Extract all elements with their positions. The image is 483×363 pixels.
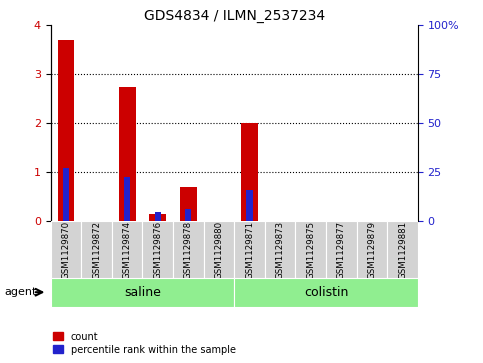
Bar (119, 87, 136, 221)
Text: GSM1129877: GSM1129877 (337, 220, 346, 279)
Bar (51, 278, 234, 307)
Bar (356, 221, 387, 278)
Bar (180, 187, 197, 221)
Bar (241, 123, 258, 221)
Bar (246, 189, 253, 221)
Text: GSM1129879: GSM1129879 (368, 221, 376, 278)
Bar (142, 221, 173, 278)
Text: GSM1129873: GSM1129873 (276, 220, 284, 279)
Bar (204, 221, 234, 278)
Legend: count, percentile rank within the sample: count, percentile rank within the sample (53, 331, 236, 355)
Text: GSM1129881: GSM1129881 (398, 220, 407, 279)
Bar (112, 221, 142, 278)
Bar (234, 278, 418, 307)
Bar (51, 221, 81, 278)
Bar (265, 221, 296, 278)
Bar (149, 214, 166, 221)
Bar (155, 212, 161, 221)
Text: GSM1129878: GSM1129878 (184, 220, 193, 279)
Bar (57, 40, 74, 221)
Text: saline: saline (124, 286, 161, 299)
Bar (63, 167, 69, 221)
Text: GSM1129876: GSM1129876 (153, 220, 162, 279)
Text: GSM1129874: GSM1129874 (123, 220, 132, 279)
Text: GSM1129871: GSM1129871 (245, 220, 254, 279)
Title: GDS4834 / ILMN_2537234: GDS4834 / ILMN_2537234 (144, 9, 325, 23)
Bar (387, 221, 418, 278)
Bar (185, 209, 191, 221)
Text: colistin: colistin (304, 286, 348, 299)
Bar (81, 221, 112, 278)
Bar (296, 221, 326, 278)
Text: GSM1129875: GSM1129875 (306, 220, 315, 279)
Bar (124, 178, 130, 221)
Text: GSM1129872: GSM1129872 (92, 220, 101, 279)
Text: GSM1129870: GSM1129870 (61, 220, 71, 279)
Text: agent: agent (5, 287, 37, 297)
Bar (173, 221, 204, 278)
Bar (326, 221, 356, 278)
Text: GSM1129880: GSM1129880 (214, 220, 224, 279)
Bar (234, 221, 265, 278)
